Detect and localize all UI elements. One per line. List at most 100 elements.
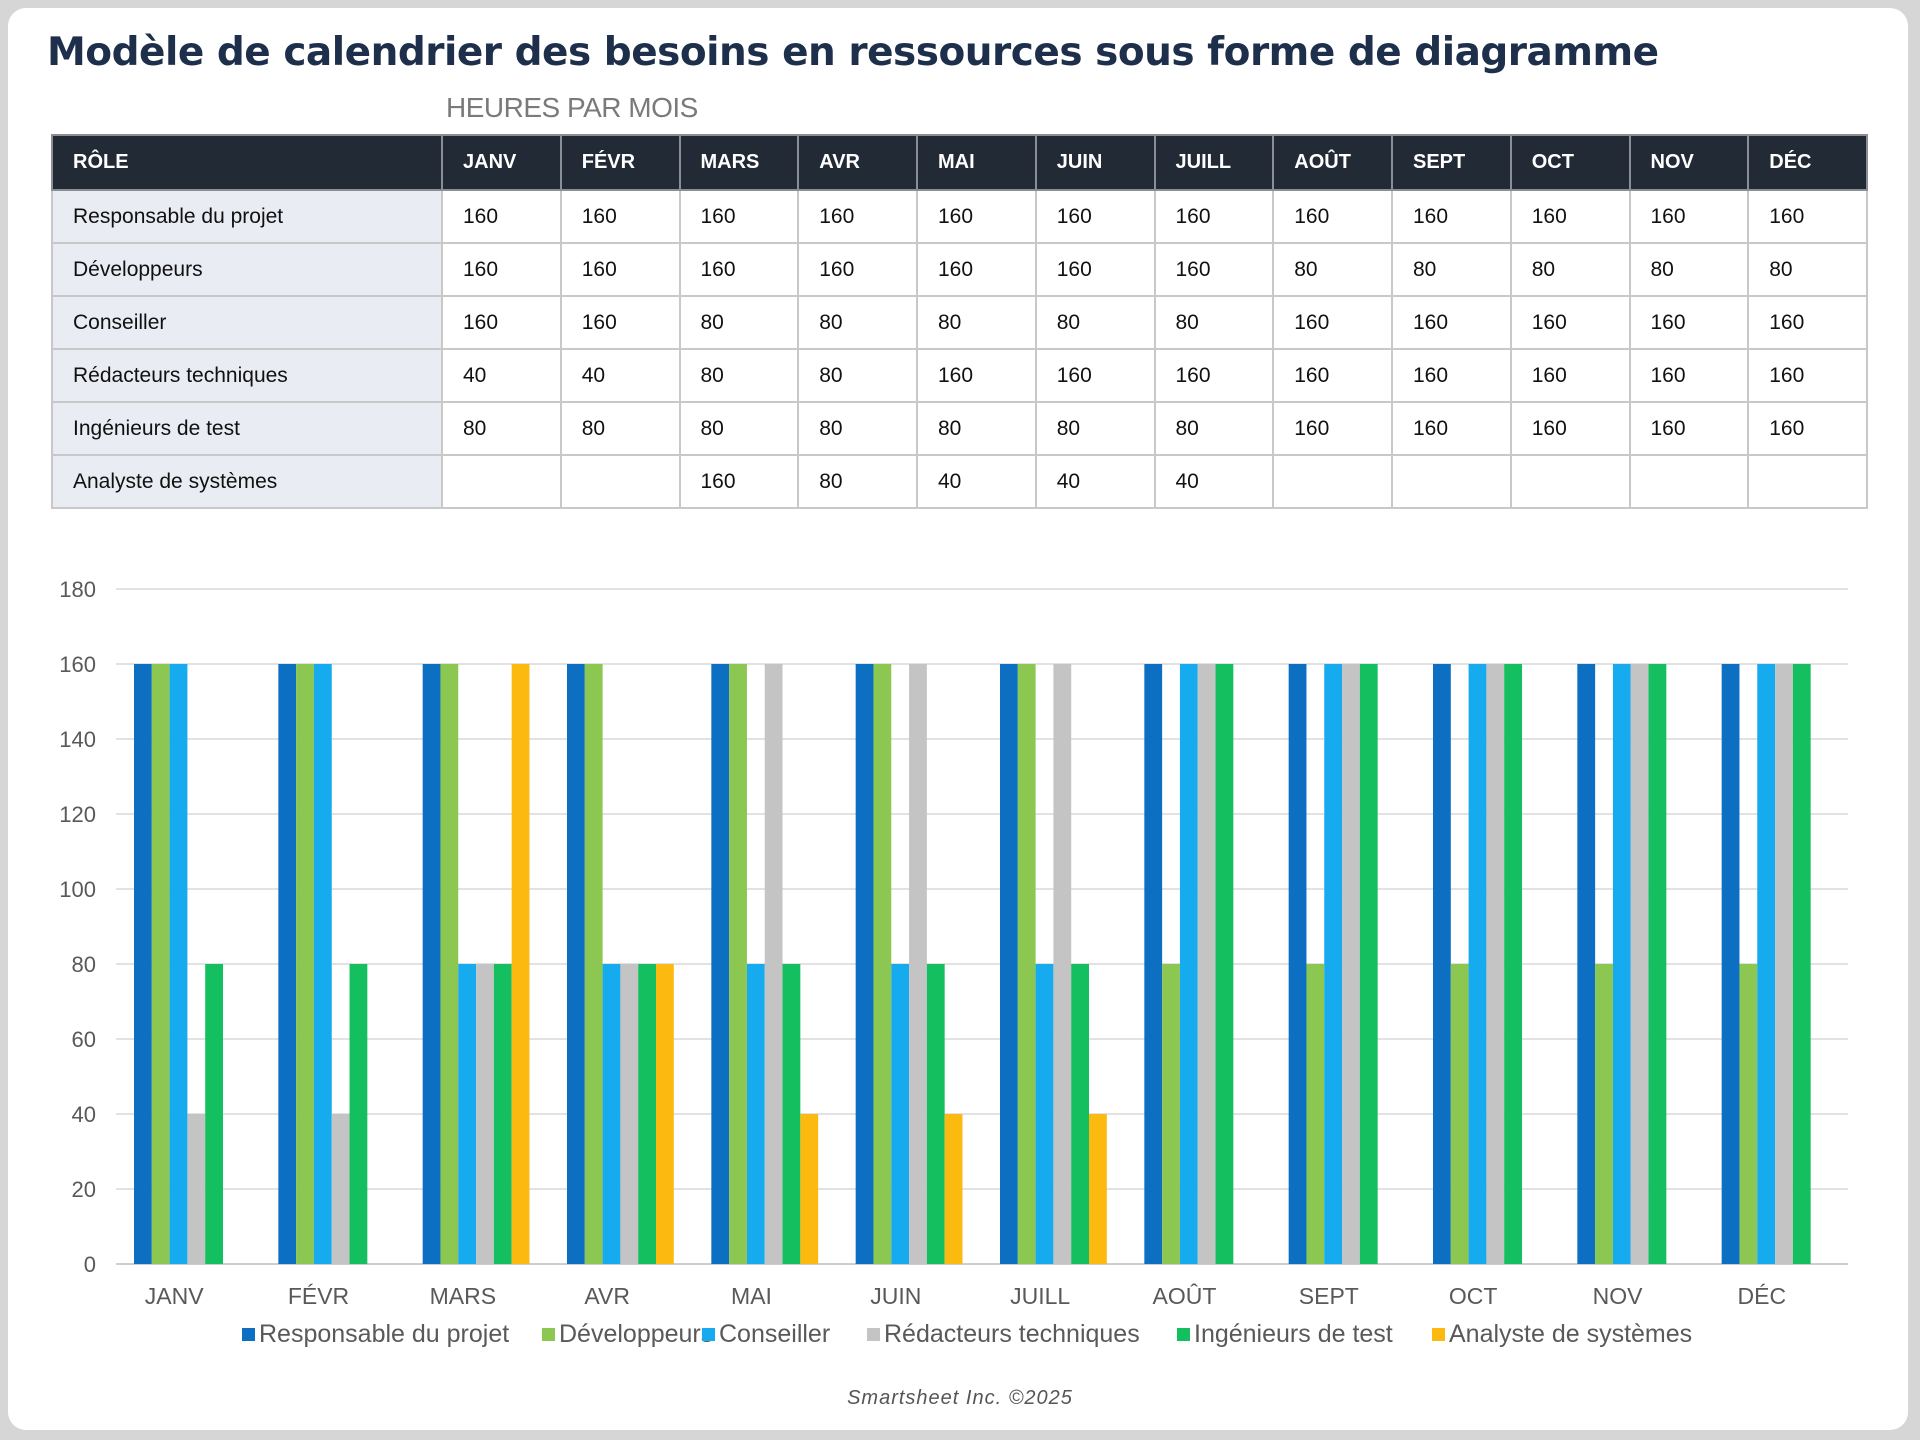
hours-cell: 160 [1391,189,1512,244]
hours-cell: 160 [1628,189,1750,244]
hours-cell: 80 [1509,242,1631,297]
month-header: DÉC [1747,134,1868,191]
y-tick-label: 100 [59,877,96,902]
bar [296,664,314,1264]
hours-cell: 160 [1153,242,1275,297]
bar [746,964,765,1264]
bar-chart: 0 20 40 60 80 100 120 140 160 180 JANV FÉVR MARS AVR M… [0,560,1920,1380]
hours-cell [1391,454,1512,509]
x-tick-label: MARS [430,1283,496,1309]
hours-cell: 80 [1272,242,1393,297]
legend-swatch [242,1328,255,1341]
hours-cell: 160 [1747,401,1868,456]
hours-cell: 160 [1509,295,1631,350]
bar [711,664,730,1264]
month-header: AVR [797,134,918,191]
hours-cell: 80 [1034,401,1156,456]
legend-swatch [1432,1328,1445,1341]
hours-cell: 160 [1034,189,1156,244]
x-tick-label: FÉVR [288,1283,349,1309]
table-header-row: RÔLE JANV FÉVR MARS AVR MAI JUIN JUILL A… [51,134,1868,191]
y-tick-label: 180 [59,577,96,602]
bar [331,1114,350,1264]
hours-cell: 80 [1747,242,1868,297]
hours-cell: 160 [1272,295,1393,350]
bar [1306,964,1325,1264]
hours-cell: 80 [441,401,562,456]
x-tick-label: SEPT [1299,1283,1359,1309]
hours-cell [1509,454,1631,509]
hours-cell: 160 [797,189,918,244]
bar [1612,664,1631,1264]
hours-cell: 80 [1034,295,1156,350]
bar [422,664,441,1264]
x-tick-label: JANV [145,1283,204,1309]
hours-cell [1747,454,1868,509]
hours-cell: 80 [797,454,918,509]
bar [1324,664,1343,1264]
role-cell: Analyste de systèmes [51,454,443,509]
table-row: Ingénieurs de test 80 80 80 80 80 80 80 160 160 16… [51,401,1868,456]
legend-label: Responsable du projet [259,1320,509,1348]
hours-cell: 160 [559,242,681,297]
bar [278,664,297,1264]
hours-cell: 160 [916,189,1037,244]
hours-cell: 40 [1153,454,1275,509]
legend-swatch [542,1328,555,1341]
hours-cell: 80 [1628,242,1750,297]
bar [620,964,639,1264]
hours-cell [1272,454,1393,509]
role-cell: Développeurs [51,242,443,297]
copyright-footer: Smartsheet Inc. ©2025 [847,1387,1073,1409]
bar [493,964,512,1264]
bar [782,964,801,1264]
table-subtitle: HEURES PAR MOIS [446,92,698,123]
bar [151,664,170,1264]
bar [134,664,152,1264]
hours-cell: 160 [1034,242,1156,297]
bar [1595,964,1613,1264]
hours-cell: 160 [678,242,800,297]
table-row: Responsable du projet 160 160 160 160 160 160 1… [51,189,1868,244]
role-cell: Rédacteurs techniques [51,348,443,403]
x-tick-label: MAI [731,1283,772,1309]
bar [349,964,368,1264]
hours-cell: 160 [678,189,800,244]
hours-cell: 80 [916,295,1037,350]
bar [187,1114,206,1264]
month-header: AOÛT [1272,134,1393,191]
bar [891,964,910,1264]
bar [944,1114,963,1264]
legend-swatch [702,1328,715,1341]
hours-cell: 80 [678,401,800,456]
role-column-header: RÔLE [51,134,443,191]
role-cell: Ingénieurs de test [51,401,443,456]
hours-cell: 160 [1628,348,1750,403]
bar [313,664,332,1264]
x-tick-label: AVR [584,1283,630,1309]
month-header: OCT [1509,134,1631,191]
hours-cell: 80 [797,295,918,350]
hours-cell: 40 [1034,454,1156,509]
month-header: MAI [916,134,1037,191]
hours-cell: 160 [1628,401,1750,456]
month-header: NOV [1628,134,1750,191]
x-tick-label: JUIN [870,1283,921,1309]
y-tick-label: 20 [72,1177,96,1202]
bar [764,664,783,1264]
bar [1053,664,1072,1264]
x-tick-label: DÉC [1738,1283,1787,1309]
legend-label: Ingénieurs de test [1194,1320,1393,1348]
hours-cell [559,454,681,509]
hours-cell: 80 [1391,242,1512,297]
bar [1757,664,1776,1264]
bar [1450,964,1469,1264]
bar [1215,664,1234,1264]
bar [476,964,494,1264]
month-header: JUILL [1153,134,1275,191]
hours-cell: 160 [797,242,918,297]
hours-cell: 160 [1747,348,1868,403]
hours-cell: 80 [1153,401,1275,456]
hours-cell: 160 [1272,401,1393,456]
hours-cell: 160 [1747,189,1868,244]
